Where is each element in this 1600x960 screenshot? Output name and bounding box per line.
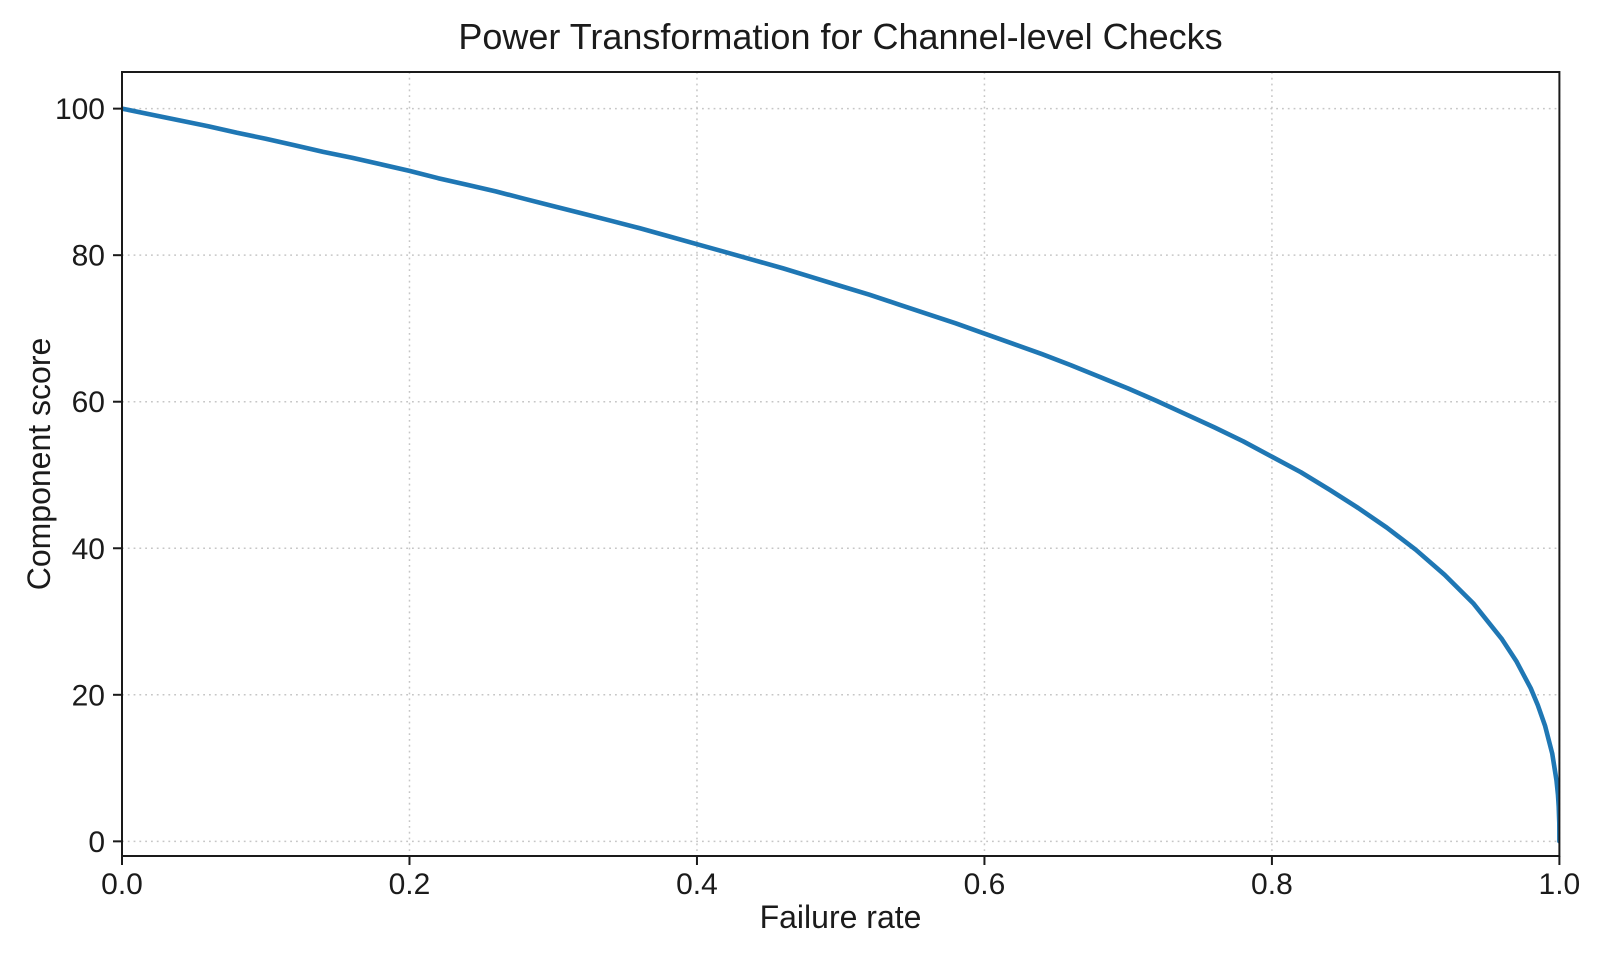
x-tick-label: 0.2 <box>389 868 431 901</box>
component-score-curve <box>122 106 1560 844</box>
axes-border <box>121 71 1561 857</box>
chart-title: Power Transformation for Channel-level C… <box>458 16 1222 57</box>
y-tick-label: 80 <box>72 240 105 273</box>
y-axis-label: Component score <box>21 338 57 591</box>
x-tick-label: 0.0 <box>101 868 143 901</box>
y-tick-label: 0 <box>88 826 105 859</box>
x-tick-label: 1.0 <box>1539 868 1581 901</box>
y-tick-label: 60 <box>72 386 105 419</box>
y-tick-label: 40 <box>72 533 105 566</box>
y-tick-label: 20 <box>72 679 105 712</box>
y-tick-label: 100 <box>55 93 105 126</box>
x-tick-label: 0.6 <box>964 868 1006 901</box>
plot-area: 0.0 0.2 0.4 0.6 0.8 1.0 0 20 40 60 80 100 <box>55 71 1581 901</box>
x-tick-label: 0.8 <box>1251 868 1293 901</box>
x-axis-label: Failure rate <box>760 899 922 935</box>
x-tick-label: 0.4 <box>676 868 718 901</box>
